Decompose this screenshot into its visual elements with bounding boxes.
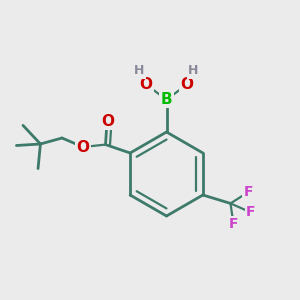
- Text: O: O: [140, 77, 153, 92]
- Text: F: F: [246, 206, 256, 219]
- Text: O: O: [76, 140, 89, 154]
- Text: B: B: [161, 92, 172, 107]
- Text: O: O: [101, 114, 114, 129]
- Text: F: F: [229, 217, 238, 231]
- Text: O: O: [180, 77, 194, 92]
- Text: H: H: [188, 64, 199, 77]
- Text: H: H: [134, 64, 145, 77]
- Text: F: F: [244, 185, 253, 199]
